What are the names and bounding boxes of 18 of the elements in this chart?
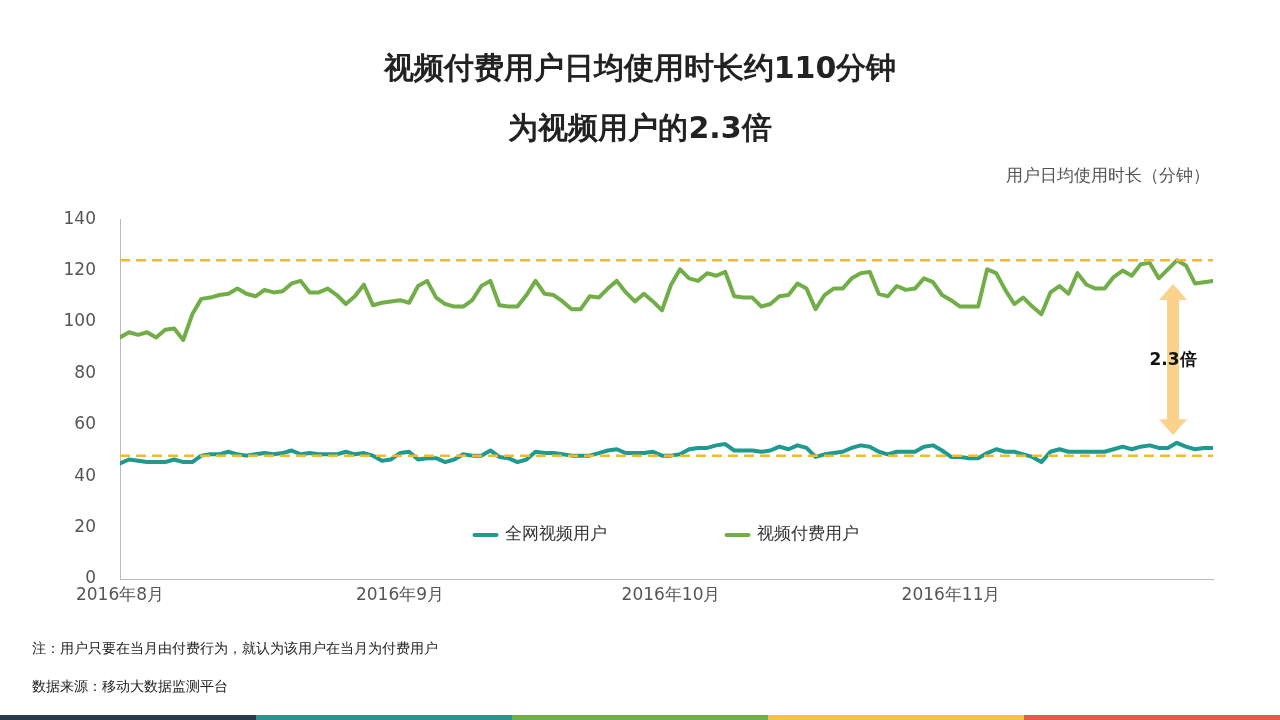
legend-label: 视频付费用户: [756, 523, 859, 544]
chart-title: 视频付费用户日均使用时长约110分钟: [382, 49, 898, 87]
y-tick-label: 80: [74, 361, 96, 382]
legend-label: 全网视频用户: [504, 523, 607, 544]
y-tick-label: 60: [74, 413, 96, 434]
y-tick-label: 120: [63, 259, 96, 280]
x-tick-label: 2016年11月: [901, 583, 1001, 604]
source-note: 数据来源：移动大数据监测平台: [32, 678, 228, 696]
y-tick-label: 100: [63, 310, 96, 331]
y-tick-label: 140: [63, 207, 96, 228]
x-tick-label: 2016年10月: [621, 583, 721, 604]
y-tick-label: 20: [74, 516, 96, 537]
y-axis-title: 用户日均使用时长（分钟）: [1006, 164, 1210, 187]
y-tick-label: 40: [74, 464, 96, 485]
annotation: 2.3倍: [1148, 347, 1198, 371]
x-tick-label: 2016年9月: [355, 583, 445, 604]
chart-subtitle: 为视频用户的2.3倍: [507, 109, 773, 147]
text: 注：用户只要在当月由付费行为，就认为该用户在当月为付费用户: [32, 640, 438, 658]
